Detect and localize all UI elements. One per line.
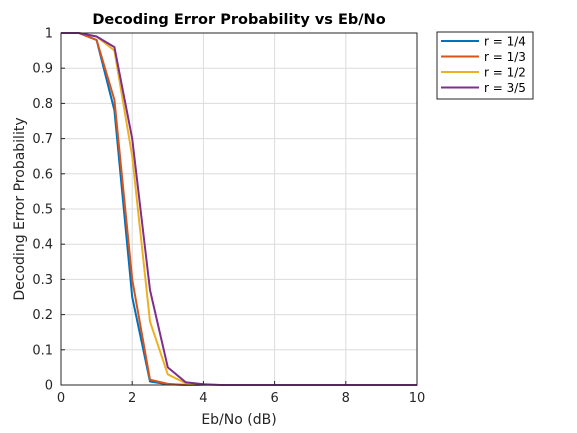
x-tick-label: 4 — [199, 391, 207, 406]
y-tick-label: 1 — [45, 27, 53, 42]
y-tick-label: 0.3 — [32, 273, 53, 288]
legend-label-4: r = 3/5 — [484, 81, 526, 95]
legend-box — [436, 31, 534, 100]
legend-label-3: r = 1/2 — [484, 66, 526, 80]
chart-title: Decoding Error Probability vs Eb/No — [92, 12, 385, 28]
x-axis-label: Eb/No (dB) — [201, 412, 276, 428]
y-tick-label: 0.5 — [32, 203, 53, 218]
x-tick-label: 2 — [128, 391, 136, 406]
x-tick-label: 10 — [409, 391, 426, 406]
x-tick-label: 0 — [57, 391, 65, 406]
y-axis-label: Decoding Error Probability — [12, 117, 28, 300]
y-tick-label: 0.7 — [32, 132, 53, 147]
x-tick-label: 6 — [270, 391, 278, 406]
y-tick-label: 0.1 — [32, 343, 53, 358]
grid — [60, 32, 418, 386]
x-tick-label: 8 — [342, 391, 350, 406]
y-tick-label: 0.2 — [32, 308, 53, 323]
y-tick-label: 0.9 — [32, 62, 53, 77]
y-tick-label: 0.4 — [32, 238, 53, 253]
legend-label-1: r = 1/4 — [484, 35, 526, 49]
ticks: 0 2 4 6 8 10 0 0.1 0.2 0.3 0.4 0.5 0.6 0.7 0.8 0.9 1 — [32, 27, 425, 407]
legend-label-2: r = 1/3 — [484, 50, 526, 64]
y-tick-label: 0 — [45, 379, 53, 394]
y-tick-label: 0.6 — [32, 167, 53, 182]
y-tick-label: 0.8 — [32, 97, 53, 112]
legend: r = 1/4r = 1/3 r = 1/2r = 3/5 — [436, 31, 534, 100]
